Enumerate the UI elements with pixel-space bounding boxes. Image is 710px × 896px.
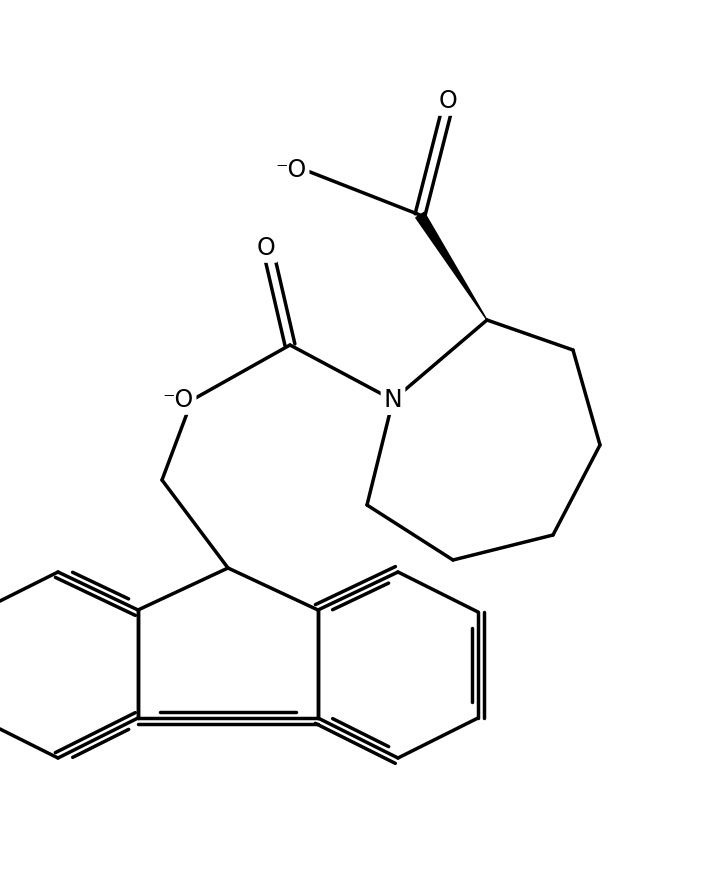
Polygon shape <box>416 212 487 320</box>
Text: O: O <box>439 89 457 113</box>
Text: ⁻O: ⁻O <box>275 158 307 182</box>
Text: ⁻O: ⁻O <box>163 388 194 412</box>
Text: O: O <box>256 236 275 260</box>
Text: N: N <box>383 388 403 412</box>
